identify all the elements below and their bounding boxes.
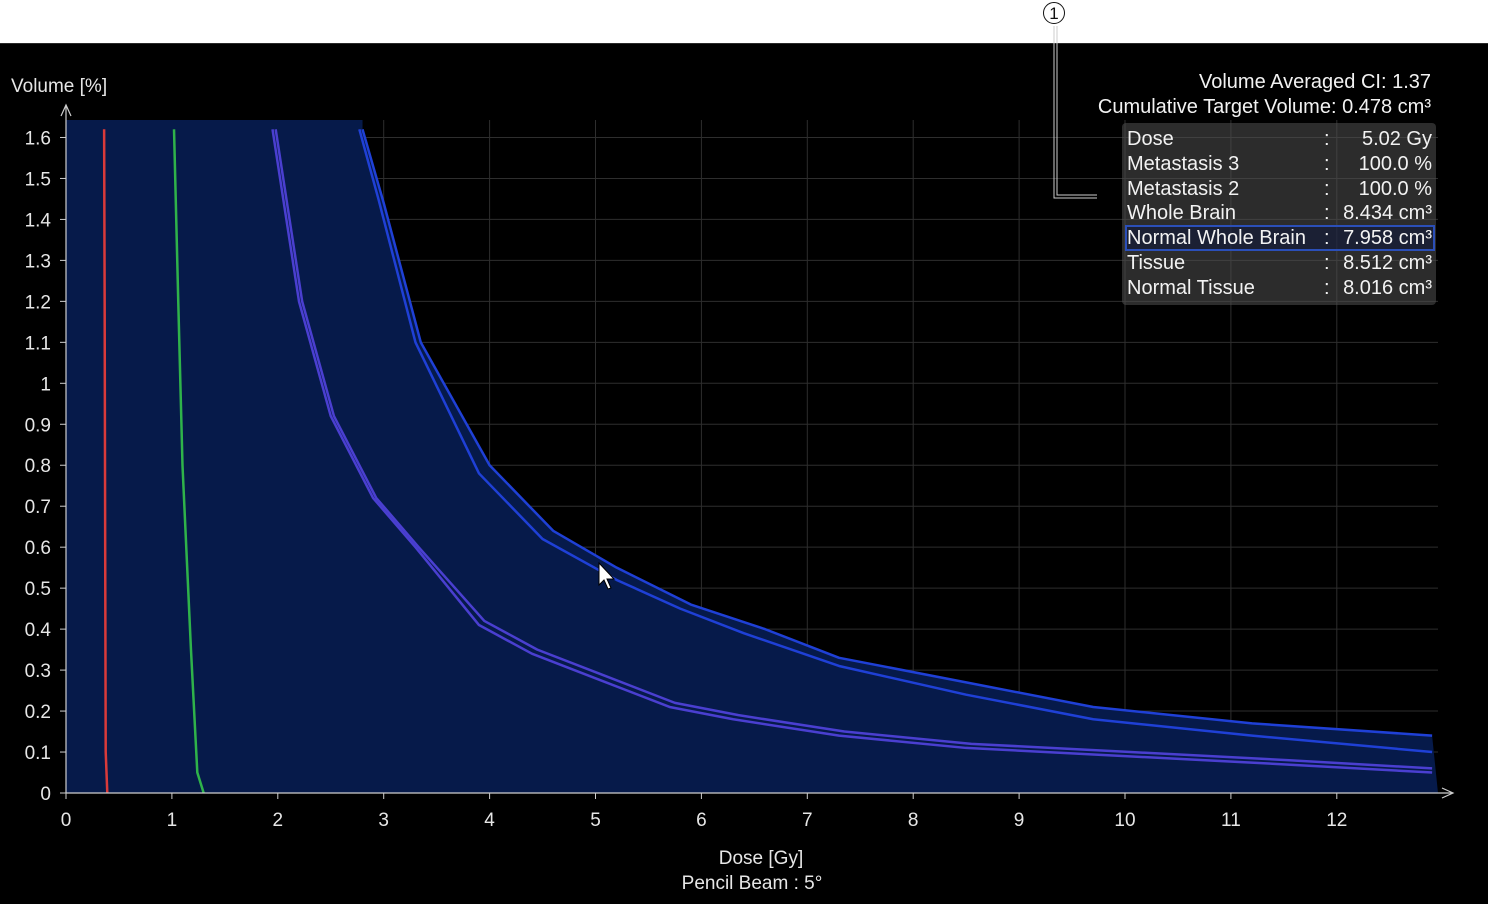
- x-axis-label: Dose [Gy]: [719, 848, 803, 869]
- x-tick-label: 5: [590, 810, 601, 831]
- y-tick-label: 1: [40, 374, 51, 395]
- x-tick-label: 8: [908, 810, 919, 831]
- y-tick-label: 0.2: [25, 702, 51, 723]
- y-tick-labels: 0 0.1 0.2 0.3 0.4 0.5 0.6 0.7 0.8 0.9 1 1.1 1.2 1.3 1.…: [25, 128, 52, 805]
- info-row-value: 8.434 cm³: [1343, 202, 1432, 225]
- x-tick-label: 6: [696, 810, 707, 831]
- x-tick-label: 4: [484, 810, 495, 831]
- info-row-colon: :: [1324, 276, 1330, 299]
- series-line-metastasis_3: [102, 129, 109, 794]
- callout-leader-line: [1053, 26, 1097, 199]
- x-tick-label: 12: [1326, 810, 1347, 831]
- x-tick-label: 10: [1114, 810, 1135, 831]
- info-row-label: Normal Tissue: [1127, 276, 1255, 299]
- series-line-metastasis_2: [172, 129, 205, 794]
- info-row-colon: :: [1324, 252, 1330, 274]
- info-row-value: 8.512 cm³: [1343, 252, 1432, 274]
- info-row-value: 5.02 Gy: [1361, 128, 1432, 150]
- x-tick-label: 1: [167, 810, 178, 831]
- info-row[interactable]: Metastasis 2: 100.0 %: [1126, 177, 1434, 201]
- x-tick-label: 2: [273, 810, 284, 831]
- y-tick-label: 0.5: [25, 579, 51, 600]
- y-tick-label: 0: [40, 784, 51, 805]
- y-axis-label: Volume [%]: [11, 76, 107, 97]
- y-tick-label: 1.2: [25, 292, 51, 313]
- y-tick-label: 0.3: [25, 661, 51, 682]
- info-row[interactable]: Dose: 5.02 Gy: [1126, 127, 1434, 151]
- y-tick-label: 1.1: [25, 333, 51, 354]
- series-line-tissue_b: [274, 129, 1433, 770]
- x-tick-label: 7: [802, 810, 813, 831]
- info-row-value: 100.0 %: [1358, 152, 1432, 175]
- info-row-label: Metastasis 2: [1127, 177, 1240, 200]
- info-row-value: 7.958 cm³: [1343, 227, 1432, 250]
- info-row-label: Whole Brain: [1127, 202, 1236, 225]
- info-row-colon: :: [1324, 177, 1330, 200]
- y-tick-label: 0.6: [25, 538, 51, 559]
- y-tick-label: 1.3: [25, 251, 51, 272]
- y-tick-label: 0.8: [25, 456, 51, 477]
- y-tick-label: 0.7: [25, 497, 51, 518]
- series-layer: [102, 128, 1433, 794]
- x-tick-label: 3: [378, 810, 389, 831]
- info-row[interactable]: Normal Whole Brain:7.958 cm³: [1125, 225, 1435, 252]
- info-row-colon: :: [1324, 152, 1330, 175]
- info-row-colon: :: [1324, 202, 1330, 225]
- y-tick-label: 1.4: [25, 210, 52, 231]
- callout-number-badge: 1: [1043, 2, 1065, 24]
- volume-averaged-ci: Volume Averaged CI: 1.37: [1198, 71, 1431, 93]
- axes: [60, 103, 1455, 799]
- x-tick-label: 9: [1014, 810, 1025, 831]
- algorithm-label: Pencil Beam : 5°: [682, 873, 823, 894]
- x-tick-label: 11: [1221, 810, 1241, 831]
- info-row-label: Normal Whole Brain: [1127, 227, 1306, 250]
- y-tick-label: 1.6: [25, 128, 51, 149]
- dose-info-box: Dose:5.02 Gy Metastasis 3:100.0 % Metastas…: [1122, 123, 1436, 305]
- y-tick-label: 0.1: [25, 743, 51, 764]
- info-row-value: 8.016 cm³: [1343, 276, 1432, 299]
- info-row[interactable]: Normal Tissue:8.016 cm³: [1126, 276, 1434, 300]
- callout-leader-line-inner: [1056, 26, 1097, 196]
- cumulative-target-volume: Cumulative Target Volume: 0.478 cm³: [1097, 96, 1431, 118]
- mouse-cursor-icon: [598, 561, 616, 590]
- x-tick-labels: 0 1 2 3 4 5 6 7 8 9 10 11 12: [61, 810, 1348, 831]
- series-line-whole_brain_a: [358, 128, 1433, 754]
- info-row-label: Metastasis 3: [1127, 152, 1240, 175]
- y-axis-arrow-icon: [60, 103, 72, 117]
- series-line-whole_brain_b: [361, 128, 1433, 737]
- x-tick-label: 0: [61, 810, 72, 831]
- info-row[interactable]: Tissue:8.512 cm³: [1126, 251, 1434, 275]
- y-tick-label: 0.9: [25, 415, 51, 436]
- info-row-label: Dose: [1127, 128, 1174, 150]
- series-line-tissue_a: [271, 129, 1433, 774]
- info-row-label: Tissue: [1127, 252, 1186, 274]
- info-row[interactable]: Metastasis 3: 100.0 %: [1126, 152, 1434, 176]
- info-row[interactable]: Whole Brain:8.434 cm³: [1126, 201, 1434, 225]
- info-row-colon: :: [1324, 128, 1330, 150]
- y-tick-label: 1.5: [25, 169, 51, 190]
- y-tick-label: 0.4: [25, 620, 52, 641]
- x-axis-arrow-icon: [1441, 787, 1455, 799]
- info-row-value: 100.0 %: [1358, 177, 1432, 200]
- dvh-area-fill: [66, 120, 1438, 793]
- info-row-colon: :: [1324, 227, 1330, 250]
